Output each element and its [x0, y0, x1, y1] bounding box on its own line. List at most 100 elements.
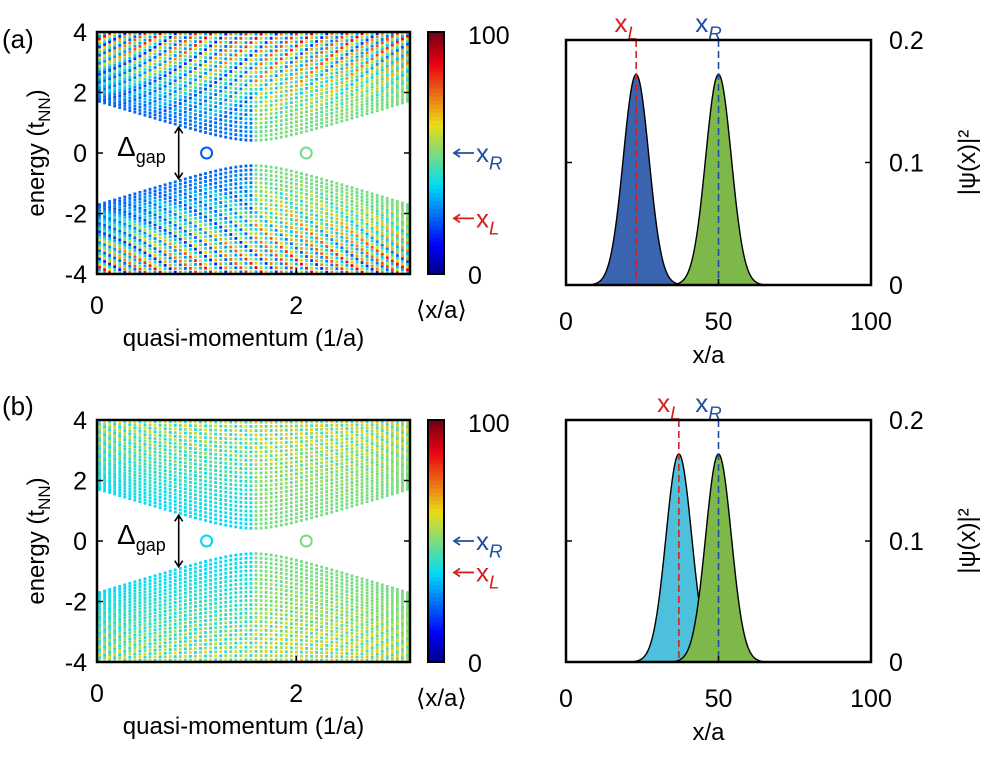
band-dot	[239, 561, 243, 565]
band-dot	[370, 227, 374, 230]
band-dot	[375, 197, 379, 200]
band-dot	[113, 638, 117, 642]
band-dot	[219, 654, 223, 658]
band-dot	[158, 87, 162, 91]
band-dot	[320, 177, 324, 181]
band-dot	[305, 51, 308, 55]
band-dot	[355, 98, 359, 102]
band-dot	[133, 63, 137, 67]
band-dot	[375, 35, 379, 39]
band-dot	[103, 597, 106, 601]
band-dot	[249, 594, 253, 598]
band-dot	[148, 111, 152, 115]
band-dot	[284, 57, 288, 60]
band-dot	[163, 581, 167, 585]
band-dot	[249, 458, 253, 462]
band-dot	[289, 101, 293, 105]
band-dot	[284, 118, 288, 122]
band-dot	[224, 482, 228, 486]
band-dot	[128, 240, 132, 244]
band-dot	[98, 444, 101, 448]
band-dot	[108, 434, 112, 438]
band-dot	[204, 495, 207, 499]
band-dot	[113, 428, 117, 432]
band-dot	[168, 619, 172, 623]
band-dot	[214, 489, 218, 493]
band-dot	[244, 467, 248, 471]
band-dot	[279, 78, 283, 81]
band-dot	[264, 169, 268, 173]
band-dot	[209, 614, 212, 618]
band-dot	[330, 216, 334, 220]
band-dot	[249, 497, 253, 500]
band-dot	[173, 36, 177, 39]
band-dot	[229, 49, 233, 53]
band-dot	[143, 452, 147, 456]
band-dot	[123, 601, 127, 605]
band-dot	[254, 518, 258, 522]
band-dot	[118, 587, 122, 591]
band-dot	[219, 180, 223, 184]
band-dot	[183, 491, 187, 495]
band-dot	[123, 444, 127, 448]
band-dot	[113, 463, 117, 467]
band-dot	[325, 69, 329, 72]
band-dot	[335, 245, 339, 249]
band-dot	[143, 42, 147, 45]
colorbar-segment	[428, 84, 444, 90]
band-dot	[406, 86, 409, 90]
band-dot	[239, 70, 243, 74]
band-dot	[335, 181, 339, 185]
band-dot	[178, 497, 182, 501]
band-dot	[138, 48, 142, 52]
colorbar-segment	[428, 132, 444, 138]
band-dot	[234, 103, 238, 107]
band-dot	[118, 220, 122, 224]
band-dot	[123, 56, 127, 60]
band-dot	[380, 41, 384, 44]
band-dot	[199, 565, 202, 569]
band-dot	[234, 650, 238, 653]
band-dot	[148, 440, 152, 443]
band-dot	[325, 267, 329, 270]
band-dot	[118, 596, 122, 600]
band-dot	[289, 129, 293, 133]
band-dot	[158, 572, 162, 576]
band-dot	[234, 637, 238, 641]
band-dot	[325, 219, 329, 223]
panel-label: (a)	[2, 24, 34, 54]
band-dot	[143, 264, 147, 268]
band-dot	[178, 574, 182, 578]
band-dot	[320, 181, 324, 185]
band-dot	[98, 607, 101, 611]
band-dot	[401, 257, 404, 261]
band-dot	[234, 500, 238, 504]
band-dot	[123, 423, 127, 426]
band-dot	[173, 227, 177, 231]
band-dot	[401, 76, 404, 80]
band-dot	[143, 110, 147, 114]
band-dot	[224, 470, 228, 473]
band-dot	[194, 197, 197, 201]
band-dot	[194, 435, 197, 439]
band-dot	[183, 599, 187, 602]
band-dot	[163, 239, 167, 243]
band-dot	[103, 483, 106, 487]
band-dot	[390, 101, 394, 105]
band-dot	[380, 271, 384, 274]
band-dot	[209, 646, 212, 650]
band-dot	[244, 471, 248, 475]
band-dot	[395, 100, 399, 104]
band-dot	[269, 169, 273, 173]
band-dot	[103, 215, 106, 219]
band-dot	[345, 208, 349, 212]
band-dot	[133, 454, 137, 458]
band-dot	[340, 105, 344, 109]
band-dot	[335, 192, 339, 196]
band-dot	[168, 260, 172, 263]
band-dot	[173, 122, 177, 126]
band-dot	[295, 198, 298, 202]
band-dot	[249, 75, 253, 78]
band-dot	[315, 210, 319, 214]
band-dot	[113, 81, 117, 85]
